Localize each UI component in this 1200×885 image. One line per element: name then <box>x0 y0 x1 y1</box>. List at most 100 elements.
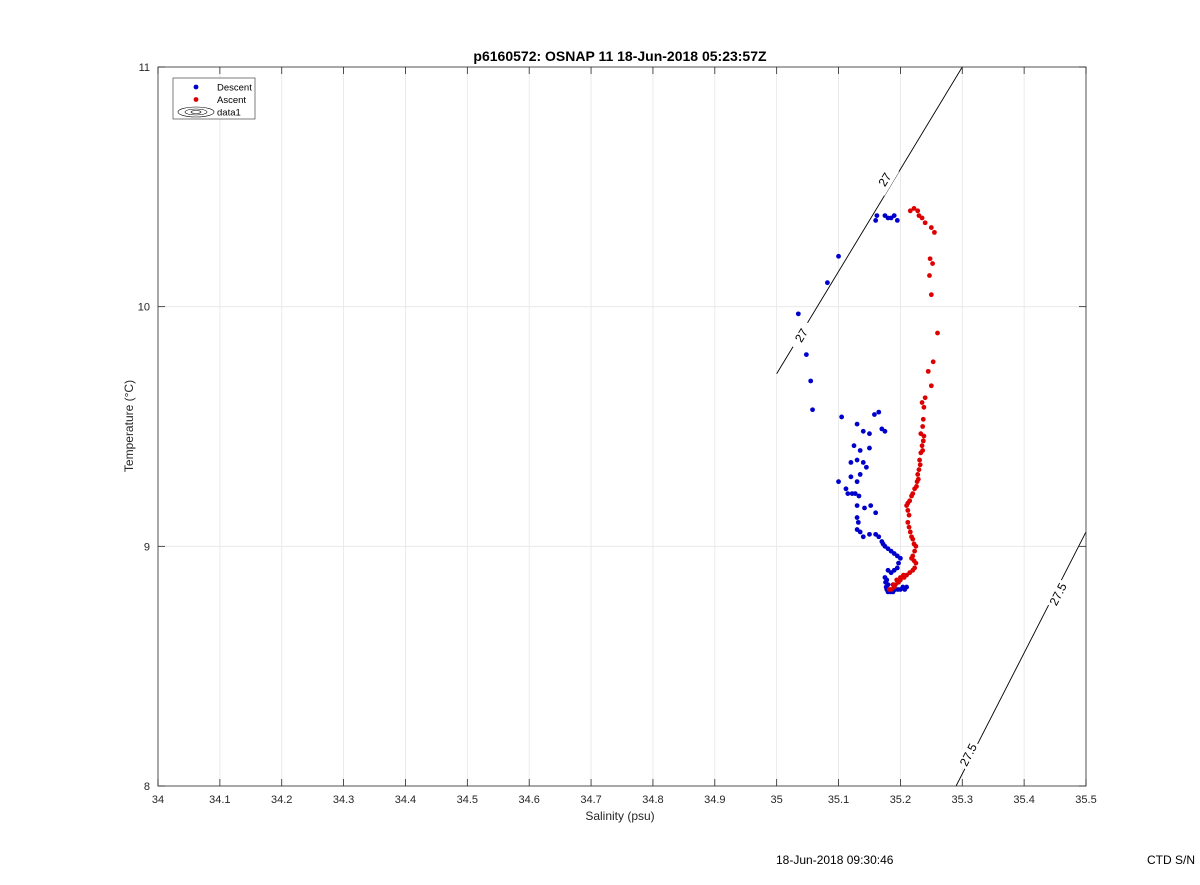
ascent-point <box>928 225 934 230</box>
descent-point <box>856 493 862 499</box>
x-tick-label: 35.4 <box>1013 794 1034 806</box>
descent-point <box>857 529 863 535</box>
ascent-point <box>913 543 919 549</box>
descent-point <box>836 479 841 485</box>
ascent-point <box>906 512 912 518</box>
descent-point <box>839 414 845 420</box>
legend-contour-icon <box>184 108 208 116</box>
ascent-point <box>930 359 936 365</box>
ascent-point <box>915 472 921 477</box>
y-tick-label: 10 <box>138 302 150 314</box>
data-points <box>795 206 940 595</box>
x-tick-label: 34.8 <box>642 794 663 806</box>
legend-marker <box>193 84 199 90</box>
descent-point <box>854 479 860 485</box>
ascent-point <box>890 582 896 588</box>
legend-label: data1 <box>217 108 241 119</box>
descent-point <box>854 457 860 463</box>
ascent-point <box>925 368 931 374</box>
descent-point <box>854 503 860 508</box>
footer-timestamp: 18-Jun-2018 09:30:46 <box>776 853 894 867</box>
isopycnal-label-bg <box>954 738 982 771</box>
ascent-point <box>913 560 919 566</box>
descent-point <box>863 464 869 470</box>
x-tick-label: 34.3 <box>333 794 354 806</box>
descent-point <box>876 409 882 415</box>
descent-point <box>843 486 849 492</box>
descent-point <box>868 503 874 508</box>
x-tick-label: 34.1 <box>209 794 230 806</box>
descent-point <box>885 567 891 573</box>
ascent-point <box>904 503 909 508</box>
x-tick-label: 35.2 <box>890 794 911 806</box>
x-tick-label: 34.2 <box>271 794 292 806</box>
legend-contour-icon <box>190 110 202 114</box>
x-axis-label: Salinity (psu) <box>585 809 654 823</box>
descent-point <box>808 378 814 384</box>
descent-point <box>855 519 861 525</box>
y-axis-label: Temperature (°C) <box>122 380 136 472</box>
footer-ctd-serial: CTD S/N <box>1147 853 1195 867</box>
ascent-point <box>906 524 912 530</box>
isopycnal-label-bg <box>870 163 900 196</box>
ascent-point <box>932 229 937 235</box>
descent-point <box>795 311 801 317</box>
ascent-point <box>922 395 928 401</box>
descent-point <box>873 510 879 516</box>
ascent-point <box>927 273 932 278</box>
descent-point <box>882 428 888 434</box>
legend-label: Descent <box>217 83 252 94</box>
chart-title: p6160572: OSNAP 11 18-Jun-2018 05:23:57Z <box>473 48 767 64</box>
ascent-point <box>928 383 934 389</box>
ascent-point <box>919 400 925 405</box>
x-tick-label: 35 <box>771 794 783 806</box>
ascent-point <box>905 507 911 513</box>
x-tick-label: 35.5 <box>1075 794 1096 806</box>
isopycnal-label-bg <box>787 319 816 352</box>
y-tick-label: 9 <box>144 541 150 553</box>
legend-contour-icon <box>177 106 215 118</box>
descent-point <box>854 515 860 520</box>
axis-ticks: 34 34.1 34.2 34.3 34.4 34.5 34.6 34.7 34.8 34.9 35… <box>138 62 1097 806</box>
ascent-point <box>916 467 922 473</box>
ascent-point <box>912 486 918 492</box>
ascent-point <box>922 220 928 226</box>
x-tick-label: 34.7 <box>580 794 601 806</box>
descent-point <box>873 217 879 223</box>
descent-point <box>854 421 860 427</box>
descent-point <box>852 491 858 497</box>
descent-point <box>904 584 909 590</box>
isopycnal-label-bg <box>1044 578 1072 611</box>
x-tick-label: 35.3 <box>952 794 973 806</box>
descent-point <box>867 431 872 437</box>
descent-point <box>836 253 841 259</box>
x-tick-label: 34 <box>152 794 164 806</box>
legend-marker <box>193 97 199 102</box>
ascent-point <box>920 438 926 444</box>
descent-point <box>803 352 809 357</box>
descent-point <box>824 280 830 286</box>
x-tick-label: 35.1 <box>828 794 849 806</box>
ascent-point <box>928 292 934 298</box>
ascent-point <box>917 462 923 468</box>
descent-point <box>810 407 815 413</box>
isopycnal-label: 27 <box>875 170 894 189</box>
descent-point <box>894 217 900 223</box>
ascent-point <box>901 572 906 578</box>
ascent-point <box>909 493 914 499</box>
descent-point <box>860 428 866 434</box>
ascent-point <box>910 536 916 542</box>
ascent-point <box>920 416 926 422</box>
descent-point <box>874 213 880 218</box>
ascent-point <box>907 529 913 535</box>
descent-point <box>891 213 897 218</box>
plot-area <box>158 67 1086 786</box>
x-tick-label: 34.9 <box>704 794 725 806</box>
descent-point <box>848 460 854 465</box>
x-tick-label: 34.5 <box>457 794 478 806</box>
descent-point <box>872 412 877 417</box>
descent-point <box>860 534 866 540</box>
